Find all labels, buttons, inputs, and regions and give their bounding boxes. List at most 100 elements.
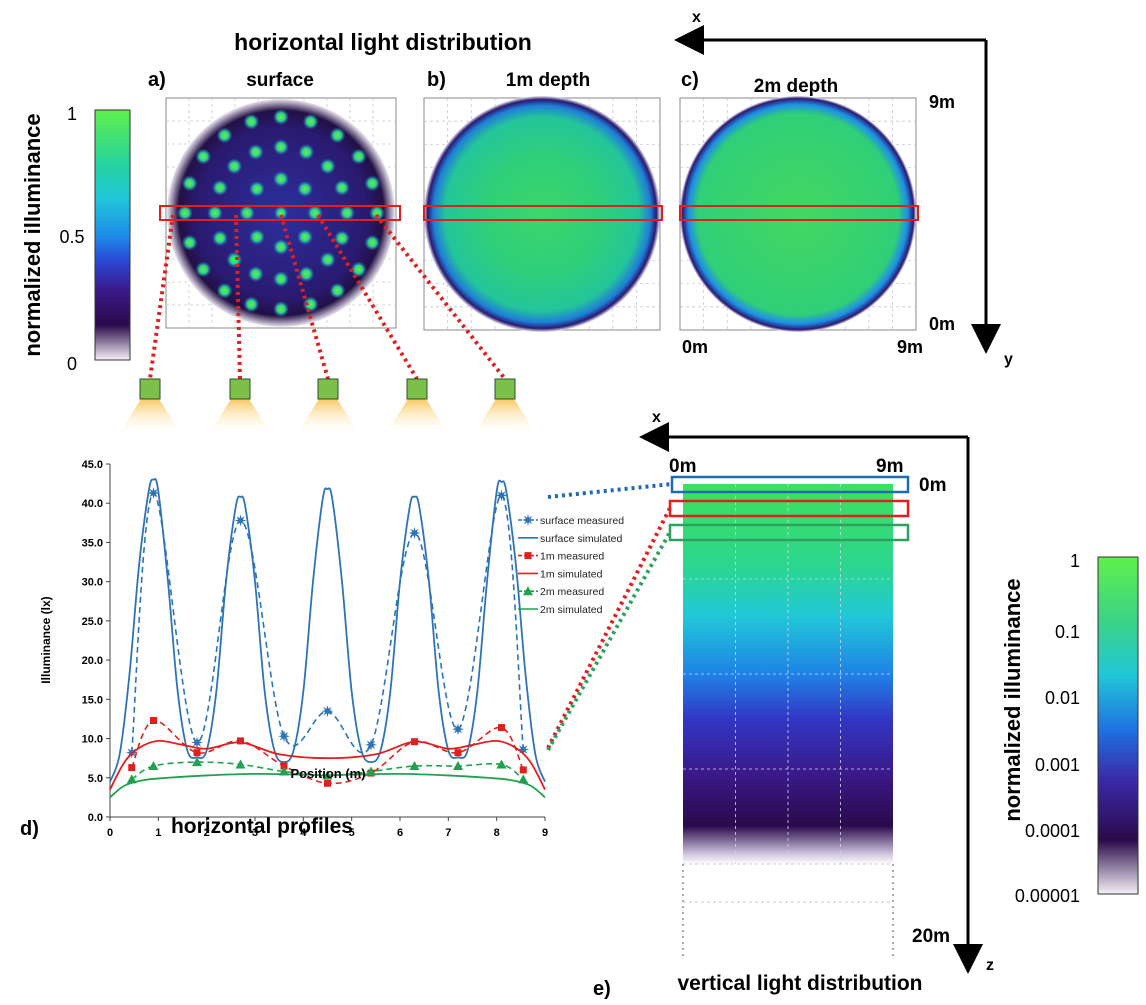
data-point — [454, 749, 462, 757]
data-point — [324, 779, 331, 787]
chart-panel-letter: d) — [20, 818, 39, 840]
panel-a-letter: a) — [148, 69, 166, 91]
light-spot — [307, 205, 323, 221]
legend-label: 2m measured — [540, 586, 604, 598]
light-spot — [212, 230, 229, 247]
data-point — [453, 761, 463, 771]
legend-label: 1m simulated — [540, 568, 603, 580]
y-tick-label: 10.0 — [82, 734, 103, 746]
bottom-axis-9m: 9m — [876, 456, 903, 477]
top-y-label: y — [1004, 351, 1013, 368]
top-x-label: x — [692, 9, 701, 26]
series-1m-simulated — [109, 739, 546, 790]
panel-1m-depth: b) 1m depth — [423, 69, 663, 332]
x-tick-label: 9 — [542, 827, 548, 839]
chart-title: horizontal profiles — [171, 815, 353, 838]
bottom-colorbar-bar — [1097, 556, 1139, 895]
light-source — [317, 378, 339, 400]
x-tick-label: 8 — [494, 827, 500, 839]
data-point — [522, 514, 534, 526]
light-spot — [195, 148, 212, 165]
light-spot — [339, 205, 355, 221]
bottom-colorbar-tick-0.001: 0.001 — [1035, 755, 1080, 775]
light-spot — [207, 205, 223, 221]
light-spot — [248, 180, 265, 197]
light-connector — [279, 214, 330, 380]
light-spot — [212, 179, 229, 196]
light-spot — [319, 158, 336, 175]
panel-c-title: 2m depth — [754, 76, 838, 97]
data-point — [150, 717, 157, 725]
legend-item: surface measured — [518, 514, 624, 527]
panel-b-disc — [424, 96, 660, 332]
bottom-colorbar-tick-0.0001: 0.0001 — [1025, 821, 1080, 841]
bottom-colorbar-tick-0.1: 0.1 — [1055, 622, 1080, 642]
light-beam — [475, 399, 535, 432]
panel-a-profile-box — [159, 205, 401, 221]
light-spot — [247, 144, 264, 161]
connector-1m — [546, 507, 672, 749]
legend-item: 1m simulated — [518, 568, 603, 580]
light-source — [229, 378, 251, 400]
light-spot — [226, 251, 243, 268]
y-tick-label: 5.0 — [88, 773, 103, 785]
data-point — [126, 774, 137, 784]
data-point — [496, 759, 507, 769]
light-beam — [210, 399, 270, 432]
chart-axes: 0.0 5.0 10.0 15.0 20.0 25.0 30.0 35.0 40.0 45.0 0 1… — [82, 459, 548, 839]
data-point — [147, 487, 160, 500]
data-point — [519, 766, 527, 774]
top-axis-9m-top: 9m — [929, 92, 955, 112]
light-spot — [273, 109, 289, 125]
top-axis-9m-bottom: 9m — [897, 337, 923, 357]
x-tick-label: 2 — [204, 827, 210, 839]
data-point — [365, 738, 377, 751]
light-spot — [195, 261, 212, 278]
data-point — [518, 774, 529, 784]
light-spot — [273, 239, 289, 255]
light-source — [494, 378, 516, 400]
panel-c-profile-box — [679, 205, 919, 221]
bottom-panel-letter: e) — [593, 978, 611, 1000]
light-spot — [239, 205, 255, 221]
x-tick-label: 3 — [252, 827, 258, 839]
light-spot — [247, 265, 264, 282]
light-spot — [273, 171, 289, 187]
series-surface-measured — [125, 487, 530, 759]
connector-2m — [546, 531, 672, 751]
top-colorbar-tick-0: 0 — [67, 354, 77, 374]
legend-label: surface simulated — [540, 533, 622, 545]
light-spot — [333, 230, 350, 247]
light-spot — [369, 205, 385, 221]
light-spot — [243, 113, 260, 130]
data-point — [192, 757, 202, 767]
light-spot — [319, 251, 336, 268]
light-spot — [364, 175, 381, 192]
bottom-axis-0m-left: 0m — [669, 456, 696, 477]
light-spot — [274, 206, 288, 220]
top-title: horizontal light distribution — [234, 29, 532, 55]
light-spot — [273, 271, 289, 287]
light-spot — [350, 261, 367, 278]
chart-y-label: Illuminance (lx) — [39, 596, 53, 683]
legend-label: 2m simulated — [540, 604, 603, 616]
panel-2m-depth: c) 2m depth — [679, 69, 919, 332]
panel-b-profile-box — [423, 205, 663, 221]
light-spot — [329, 282, 346, 299]
chart-x-label: Position (m) — [290, 766, 365, 781]
light-spot — [177, 205, 193, 221]
connectors — [546, 482, 673, 751]
light-spot — [297, 229, 314, 246]
data-point — [498, 724, 505, 732]
panel-surface: a) surface — [148, 69, 401, 329]
x-tick-label: 5 — [349, 827, 355, 839]
data-point — [128, 764, 136, 772]
top-colorbar-bar — [94, 109, 131, 361]
light-beam — [298, 399, 358, 432]
bottom-x-label: x — [652, 409, 661, 426]
light-beam — [387, 399, 447, 432]
light-spot — [302, 113, 319, 130]
y-tick-label: 0.0 — [88, 812, 103, 824]
vertical-panel: x z 0m 9m 0m 20m e) vertical light distr… — [593, 409, 994, 1000]
